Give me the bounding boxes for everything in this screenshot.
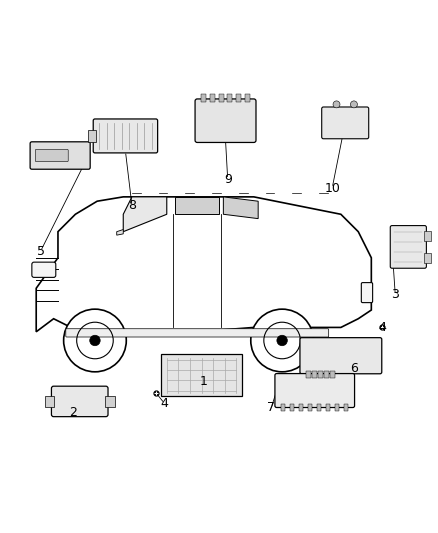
Polygon shape [36, 197, 371, 332]
FancyBboxPatch shape [105, 396, 115, 407]
Text: 4: 4 [378, 321, 386, 334]
Polygon shape [223, 197, 258, 219]
FancyBboxPatch shape [290, 405, 294, 411]
FancyBboxPatch shape [35, 149, 68, 161]
Polygon shape [117, 230, 123, 235]
FancyBboxPatch shape [195, 99, 256, 142]
FancyBboxPatch shape [300, 338, 382, 374]
Text: 7: 7 [267, 401, 275, 415]
FancyBboxPatch shape [326, 405, 330, 411]
FancyBboxPatch shape [335, 405, 339, 411]
Text: 4: 4 [161, 397, 169, 410]
Circle shape [350, 101, 357, 108]
FancyBboxPatch shape [308, 405, 312, 411]
FancyBboxPatch shape [424, 231, 431, 241]
FancyBboxPatch shape [306, 371, 311, 378]
Circle shape [90, 335, 100, 346]
Text: 8: 8 [128, 199, 136, 212]
Text: 10: 10 [324, 182, 340, 195]
Polygon shape [123, 197, 167, 232]
FancyBboxPatch shape [45, 396, 54, 407]
FancyBboxPatch shape [161, 354, 242, 396]
Text: 5: 5 [36, 245, 45, 258]
FancyBboxPatch shape [210, 94, 215, 102]
FancyBboxPatch shape [344, 405, 349, 411]
FancyBboxPatch shape [51, 386, 108, 417]
FancyBboxPatch shape [66, 329, 328, 337]
FancyBboxPatch shape [227, 94, 233, 102]
Text: 1: 1 [200, 375, 208, 389]
Text: 3: 3 [391, 288, 399, 301]
FancyBboxPatch shape [317, 405, 321, 411]
FancyBboxPatch shape [390, 225, 426, 268]
Circle shape [277, 335, 287, 346]
Circle shape [333, 101, 340, 108]
Circle shape [251, 309, 314, 372]
FancyBboxPatch shape [329, 371, 335, 378]
FancyBboxPatch shape [201, 94, 206, 102]
FancyBboxPatch shape [236, 94, 241, 102]
FancyBboxPatch shape [424, 253, 431, 263]
FancyBboxPatch shape [219, 94, 224, 102]
Text: 2: 2 [69, 406, 77, 419]
Circle shape [64, 309, 126, 372]
FancyBboxPatch shape [32, 262, 56, 277]
FancyBboxPatch shape [318, 371, 323, 378]
FancyBboxPatch shape [299, 405, 304, 411]
FancyBboxPatch shape [324, 371, 329, 378]
FancyBboxPatch shape [275, 374, 355, 408]
FancyBboxPatch shape [245, 94, 250, 102]
FancyBboxPatch shape [281, 405, 286, 411]
FancyBboxPatch shape [322, 107, 369, 139]
FancyBboxPatch shape [361, 282, 373, 303]
FancyBboxPatch shape [93, 119, 158, 153]
FancyBboxPatch shape [88, 130, 96, 142]
Polygon shape [176, 197, 219, 214]
Text: 6: 6 [350, 362, 358, 375]
Text: 9: 9 [224, 173, 232, 186]
FancyBboxPatch shape [30, 142, 90, 169]
FancyBboxPatch shape [311, 371, 317, 378]
